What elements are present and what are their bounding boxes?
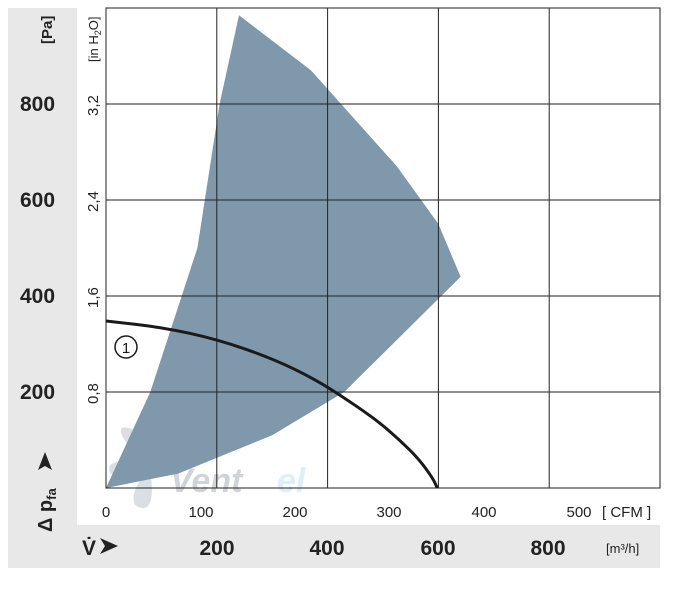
y-tick-pa-400: 400	[20, 285, 55, 308]
y-ticks-pa: 200 400 600 800	[20, 93, 55, 404]
x-tick-m3h-400: 400	[309, 537, 344, 560]
grid	[106, 8, 660, 488]
curve-1	[105, 319, 439, 489]
x-tick-cfm-0: 0	[102, 504, 110, 521]
x-tick-cfm-300: 300	[376, 504, 401, 521]
operating-range-area	[106, 15, 461, 488]
y-axis-arrow-icon	[38, 452, 52, 470]
x-tick-cfm-500: 500	[566, 504, 591, 521]
y-unit-inh2o: [in H2O]	[86, 17, 103, 62]
x-unit-cfm: [ CFM ]	[602, 504, 651, 521]
x-axis-arrow-icon	[100, 538, 118, 554]
y-unit-pa: [Pa]	[39, 16, 56, 44]
svg-text:Δ pfa: Δ pfa	[35, 488, 59, 532]
left-band	[8, 8, 77, 568]
x-tick-cfm-100: 100	[188, 504, 213, 521]
svg-text:V̇: V̇	[82, 536, 96, 560]
y-tick-inh2o-3-2: 3,2	[85, 95, 102, 116]
y-axis-symbol: Δ pfa	[35, 452, 59, 532]
x-tick-m3h-800: 800	[530, 537, 565, 560]
curve-1-label: 1	[122, 340, 130, 357]
y-tick-inh2o-1-6: 1,6	[85, 287, 102, 308]
y-ticks-inh2o: 0,8 1,6 2,4 3,2	[85, 95, 102, 404]
curve-1-marker: 1	[114, 335, 138, 359]
y-tick-pa-200: 200	[20, 381, 55, 404]
x-tick-cfm-400: 400	[471, 504, 496, 521]
watermark-text-light: el	[277, 462, 307, 500]
y-tick-pa-800: 800	[20, 93, 55, 116]
x-ticks-cfm: 0 100 200 300 400 500	[102, 504, 592, 521]
y-tick-inh2o-2-4: 2,4	[85, 191, 102, 212]
plot-frame	[105, 7, 661, 489]
x-tick-cfm-200: 200	[282, 504, 307, 521]
x-tick-m3h-200: 200	[199, 537, 234, 560]
x-unit-m3h: [m³/h]	[606, 541, 639, 556]
y-tick-pa-600: 600	[20, 189, 55, 212]
x-axis-symbol: V̇	[82, 536, 118, 560]
x-ticks-m3h: 200 400 600 800	[199, 537, 565, 560]
x-tick-m3h-600: 600	[420, 537, 455, 560]
y-tick-inh2o-0-8: 0,8	[85, 383, 102, 404]
